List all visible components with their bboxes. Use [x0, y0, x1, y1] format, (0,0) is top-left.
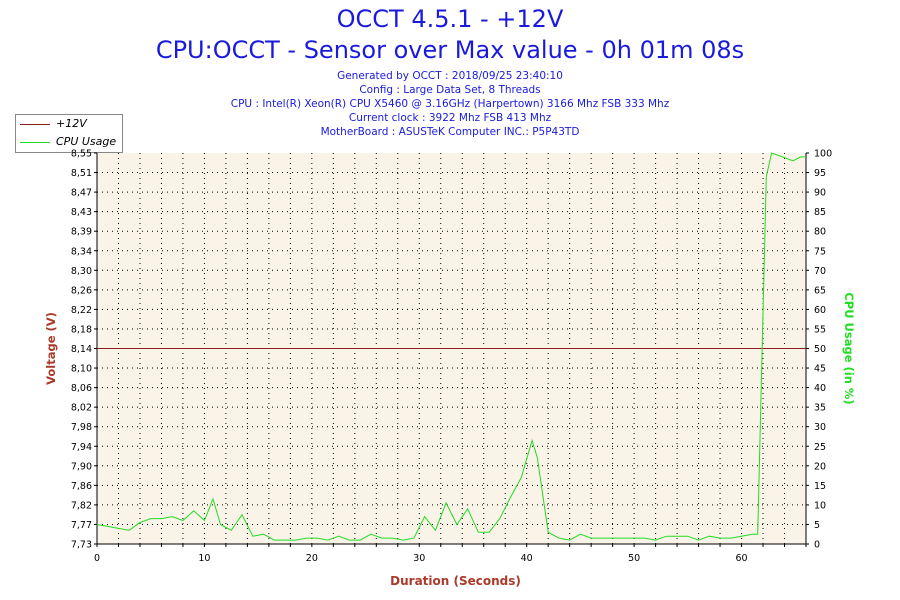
y-right-tick-label: 65	[814, 285, 826, 296]
x-tick-label: 10	[198, 553, 210, 564]
info-generated: Generated by OCCT : 2018/09/25 23:40:10	[337, 70, 563, 82]
y-right-tick-label: 15	[814, 481, 826, 492]
y-right-tick-label: 35	[814, 403, 826, 414]
y-left-tick-label: 8,43	[71, 207, 92, 218]
legend-label-cpu: CPU Usage	[56, 135, 117, 148]
chart-title: OCCT 4.5.1 - +12V	[336, 5, 564, 33]
y-left-tick-label: 8,10	[71, 364, 92, 375]
y-left-tick-label: 8,51	[71, 168, 92, 179]
y-left-tick-label: 7,73	[71, 540, 92, 551]
info-clock: Current clock : 3922 Mhz FSB 413 Mhz	[348, 112, 552, 124]
y-right-tick-label: 50	[814, 344, 826, 355]
y-left-tick-label: 7,82	[71, 500, 92, 511]
legend-item-voltage: +12V	[16, 116, 122, 132]
y-left-tick-label: 8,47	[71, 188, 92, 199]
legend-swatch-cpu	[20, 142, 50, 143]
y-left-tick-label: 8,22	[71, 305, 92, 316]
y-right-tick-label: 30	[814, 422, 826, 433]
y-left-tick-label: 7,94	[71, 442, 92, 453]
y-right-tick-label: 90	[814, 188, 826, 199]
y-left-tick-label: 8,34	[71, 246, 92, 257]
y-right-tick-label: 10	[814, 500, 826, 511]
info-config: Config : Large Data Set, 8 Threads	[359, 84, 541, 96]
axis-ticks: 7,73 07,77 57,82 107,86 157,90 207,94 257,98 30…	[71, 149, 832, 565]
legend-label-voltage: +12V	[56, 117, 87, 130]
y-right-tick-label: 95	[814, 168, 826, 179]
y-left-tick-label: 7,90	[71, 461, 92, 472]
info-motherboard: MotherBoard : ASUSTeK Computer INC.: P5P…	[320, 126, 580, 138]
x-tick-label: 30	[413, 553, 425, 564]
y-left-tick-label: 8,18	[71, 324, 92, 335]
y-left-tick-label: 8,55	[71, 149, 92, 160]
y-right-tick-label: 60	[814, 305, 826, 316]
y-right-tick-label: 25	[814, 442, 826, 453]
x-tick-label: 50	[628, 553, 640, 564]
y-right-tick-label: 75	[814, 246, 826, 257]
y-right-tick-label: 0	[814, 540, 820, 551]
y-left-tick-label: 8,30	[71, 266, 92, 277]
legend-swatch-voltage	[20, 124, 50, 125]
y-left-tick-label: 8,02	[71, 403, 92, 414]
chart-subtitle: CPU:OCCT - Sensor over Max value - 0h 01…	[155, 36, 745, 64]
y-left-tick-label: 8,26	[71, 285, 92, 296]
x-axis-label: Duration (Seconds)	[390, 574, 521, 588]
series-line-cpu-usage	[96, 152, 806, 541]
y-axis-right-label: CPU Usage (in %)	[842, 292, 856, 404]
y-right-tick-label: 20	[814, 461, 826, 472]
y-left-tick-label: 8,06	[71, 383, 92, 394]
y-right-tick-label: 5	[814, 520, 820, 531]
y-right-tick-label: 45	[814, 364, 826, 375]
x-tick-label: 60	[735, 553, 747, 564]
legend: +12V CPU Usage	[15, 114, 123, 153]
y-right-tick-label: 40	[814, 383, 826, 394]
y-right-tick-label: 70	[814, 266, 826, 277]
y-axis-left-label: Voltage (V)	[44, 312, 58, 385]
y-right-tick-label: 80	[814, 227, 826, 238]
info-cpu: CPU : Intel(R) Xeon(R) CPU X5460 @ 3.16G…	[230, 98, 670, 110]
legend-item-cpu: CPU Usage	[16, 134, 122, 150]
y-right-tick-label: 100	[814, 149, 832, 160]
y-right-tick-label: 55	[814, 324, 826, 335]
y-left-tick-label: 8,14	[71, 344, 92, 355]
series-lines	[96, 152, 806, 541]
y-right-tick-label: 85	[814, 207, 826, 218]
y-left-tick-label: 7,77	[71, 520, 92, 531]
y-left-tick-label: 7,86	[71, 481, 92, 492]
x-tick-label: 20	[306, 553, 318, 564]
y-left-tick-label: 8,39	[71, 227, 92, 238]
x-tick-label: 0	[94, 553, 100, 564]
y-left-tick-label: 7,98	[71, 422, 92, 433]
x-tick-label: 40	[521, 553, 533, 564]
